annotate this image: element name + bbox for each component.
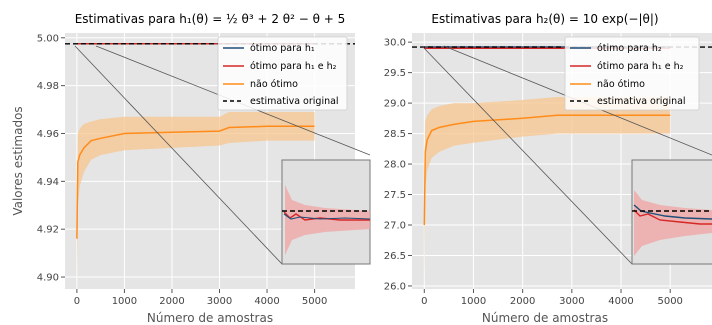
inset-blue-line-h2 [633, 204, 712, 220]
x-tick-label: 0 [421, 296, 427, 307]
inset-band-h1 [285, 185, 370, 255]
legend-h2: ótimo para h₂ ótimo para h₁ e h₂ não óti… [564, 36, 700, 111]
inset-band-h2 [634, 190, 712, 256]
x-axis-label-h1: Número de amostras [147, 311, 273, 325]
zoom-inset-h1 [281, 159, 371, 265]
x-tick-label: 1000 [112, 296, 137, 307]
legend-label-reference-h2: estimativa original [597, 96, 686, 107]
y-tick-label: 30.0 [384, 38, 406, 49]
zoom-connector-line-h2-a [421, 45, 633, 265]
legend-label-optimal-both-h2: ótimo para h₁ e h₂ [597, 61, 684, 72]
y-tick-label: 4.98 [37, 81, 59, 92]
legend-label-non-optimal-h2: não ótimo [597, 79, 645, 90]
chart-title-h2: Estimativas para h₂(θ) = 10 exp(−|θ|) [431, 12, 658, 26]
y-tick-label: 5.00 [37, 33, 59, 44]
y-tick-label: 26.5 [384, 251, 406, 262]
line-non-optimal [76, 125, 315, 239]
x-axis-label-h2: Número de amostras [482, 311, 608, 325]
y-tick-label: 4.92 [37, 225, 59, 236]
y-tick-label: 27.5 [384, 190, 406, 201]
legend-label-optimal-h2: ótimo para h₂ [597, 43, 662, 54]
x-tick-label: 4000 [608, 296, 633, 307]
y-tick-label: 29.0 [384, 99, 406, 110]
tick-labels-h1: 0 1000 2000 3000 4000 5000 4.90 4.92 4.94 4.96 4.9… [37, 33, 328, 307]
y-tick-label: 28.0 [384, 160, 406, 171]
x-tick-label: 5000 [657, 296, 682, 307]
legend-h1: ótimo para h₁ ótimo para h₁ e h₂ não óti… [217, 36, 348, 111]
x-tick-label: 2000 [159, 296, 184, 307]
panel-h1: 0 1000 2000 3000 4000 5000 4.90 4.92 4.94 4.96 4.9… [37, 12, 371, 325]
legend-label-optimal-both-h1: ótimo para h₁ e h₂ [250, 61, 337, 72]
line-non-optimal [423, 114, 671, 226]
inset-blue-line-h1 [283, 213, 371, 220]
panel-h2: 0 1000 2000 3000 4000 5000 26.0 26.5 27.0 27.5 28.… [384, 12, 712, 325]
band-non-optimal [76, 111, 315, 287]
y-tick-label: 4.90 [37, 273, 59, 284]
chart-title-h1: Estimativas para h₁(θ) = ½ θ³ + 2 θ² − θ… [75, 12, 346, 26]
x-tick-label: 5000 [302, 296, 327, 307]
x-tick-label: 4000 [254, 296, 279, 307]
inset-red-line-h2 [633, 209, 712, 225]
y-axis-label: Valores estimados [11, 106, 25, 215]
legend-label-non-optimal-h1: não ótimo [250, 79, 298, 90]
y-tick-label: 27.0 [384, 221, 406, 232]
y-tick-label: 4.94 [37, 177, 59, 188]
tick-labels-h2: 0 1000 2000 3000 4000 5000 26.0 26.5 27.0 27.5 28.… [384, 38, 683, 307]
confidence-band-h1 [76, 111, 315, 287]
x-tick-label: 3000 [207, 296, 232, 307]
zoom-connector-line-h1-a [74, 45, 283, 265]
x-tick-label: 3000 [559, 296, 584, 307]
legend-label-reference-h1: estimativa original [250, 96, 339, 107]
x-tick-label: 2000 [510, 296, 535, 307]
y-tick-label: 4.96 [37, 129, 59, 140]
legend-label-optimal-h1: ótimo para h₁ [250, 43, 315, 54]
y-tick-label: 26.0 [384, 281, 406, 292]
y-tick-label: 28.5 [384, 129, 406, 140]
y-tick-label: 29.5 [384, 68, 406, 79]
x-tick-label: 0 [74, 296, 80, 307]
zoom-inset-h2 [631, 159, 712, 265]
x-tick-label: 1000 [461, 296, 486, 307]
